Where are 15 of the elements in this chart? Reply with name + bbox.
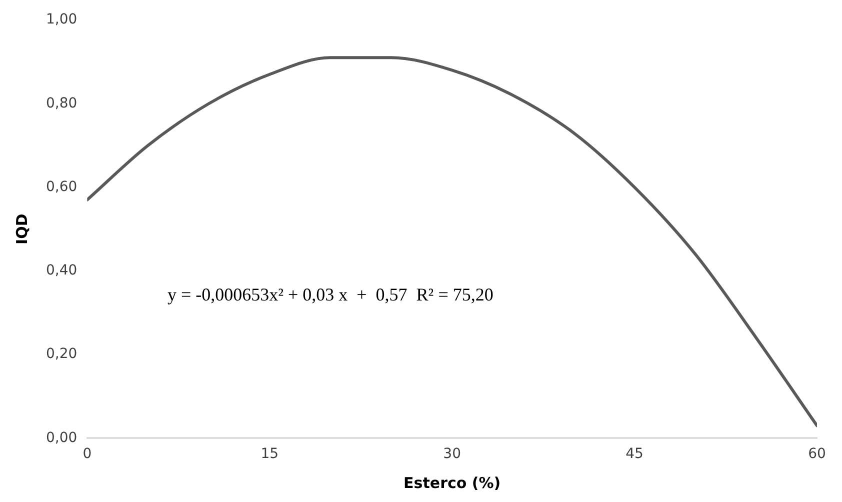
- y-tick-label: 0,40: [46, 262, 78, 279]
- y-tick-label: 0,00: [46, 430, 78, 446]
- x-tick-label: 60: [808, 446, 826, 462]
- x-tick-label: 15: [260, 446, 279, 462]
- y-axis-title: IQD: [12, 214, 31, 244]
- annotation: y = -0,000653x² + 0,03 x + 0,57 R² = 75,20: [167, 284, 494, 305]
- y-tick-label: 0,60: [46, 178, 78, 195]
- y-tick-label: 0,80: [46, 95, 78, 112]
- y-tick-label: 0,20: [46, 346, 78, 362]
- x-tick-label: 30: [443, 446, 461, 462]
- y-tick-label: 1,00: [46, 12, 78, 28]
- x-tick-label: 45: [626, 446, 644, 462]
- line-series: [87, 56, 817, 428]
- x-axis-title: Esterco (%): [404, 474, 501, 492]
- x-tick-label: 0: [82, 446, 92, 462]
